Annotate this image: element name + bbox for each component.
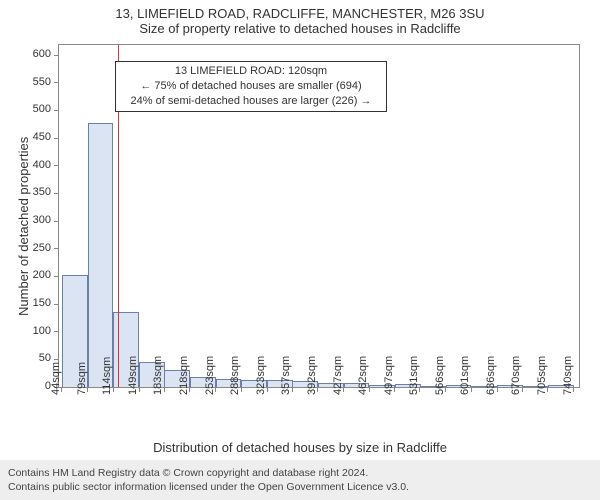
plot-area: 05010015020025030035040045050055060044sq… — [58, 44, 580, 388]
y-axis-label: Number of detached properties — [16, 137, 31, 316]
title-line-2: Size of property relative to detached ho… — [0, 21, 600, 36]
footer-line-2: Contains public sector information licen… — [8, 480, 592, 494]
attribution-footer: Contains HM Land Registry data © Crown c… — [0, 460, 600, 500]
histogram-bar — [88, 123, 114, 387]
chart-container: 13, LIMEFIELD ROAD, RADCLIFFE, MANCHESTE… — [0, 0, 600, 500]
title-line-1: 13, LIMEFIELD ROAD, RADCLIFFE, MANCHESTE… — [0, 0, 600, 21]
annot-line-1: 13 LIMEFIELD ROAD: 120sqm — [121, 64, 381, 79]
footer-line-1: Contains HM Land Registry data © Crown c… — [8, 466, 592, 480]
x-axis-label: Distribution of detached houses by size … — [0, 440, 600, 455]
annot-line-2: ← 75% of detached houses are smaller (69… — [121, 79, 381, 94]
annot-line-3: 24% of semi-detached houses are larger (… — [121, 94, 381, 109]
annotation-box: 13 LIMEFIELD ROAD: 120sqm← 75% of detach… — [115, 61, 387, 112]
